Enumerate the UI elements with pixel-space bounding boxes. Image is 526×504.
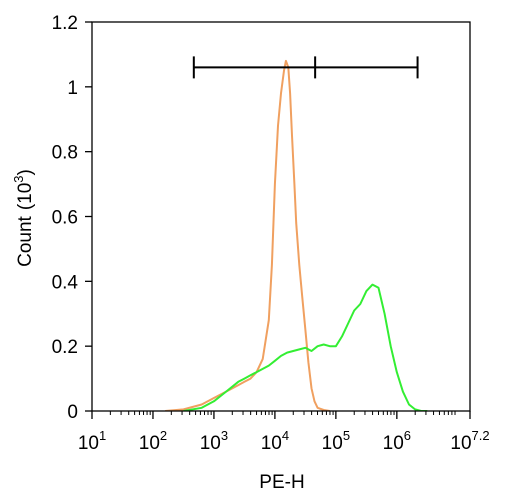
y-tick-label: 0.2 — [52, 337, 78, 358]
y-axis-title-exp: 3 — [11, 175, 26, 182]
y-tick-label: 0.8 — [52, 143, 78, 164]
x-axis: 101 102 103 104 105 106 107.2 — [78, 411, 490, 454]
x-tick-label: 106 — [383, 428, 411, 454]
histogram-series-2 — [183, 283, 428, 411]
x-axis-title: PE-H — [259, 472, 304, 493]
y-tick-label: 0.4 — [52, 272, 79, 293]
y-tick-label: 0.6 — [52, 208, 78, 229]
x-tick-label: 107.2 — [450, 428, 489, 454]
y-axis-title: Count (103) — [11, 169, 36, 267]
x-tick-label: 101 — [78, 428, 106, 454]
x-tick-label: 103 — [200, 428, 228, 454]
svg-text:Count(103): Count (103) — [11, 169, 36, 267]
y-axis: 0 0.2 0.4 0.6 0.8 1 1.2 — [52, 13, 92, 423]
x-tick-label: 104 — [261, 428, 289, 454]
y-axis-title-main: Count — [15, 215, 36, 266]
y-axis-title-paren-close: ) — [15, 169, 36, 175]
plot-frame — [91, 21, 471, 412]
gate-marker — [192, 56, 419, 79]
y-axis-title-base: 10 — [15, 183, 36, 204]
x-tick-label: 102 — [139, 428, 167, 454]
histogram-series-1 — [165, 59, 330, 411]
y-axis-title-paren-open: ( — [15, 203, 36, 210]
y-tick-label: 1 — [67, 78, 78, 99]
y-tick-label: 1.2 — [52, 13, 78, 34]
x-tick-label: 105 — [322, 428, 350, 454]
y-tick-label: 0 — [67, 402, 78, 423]
